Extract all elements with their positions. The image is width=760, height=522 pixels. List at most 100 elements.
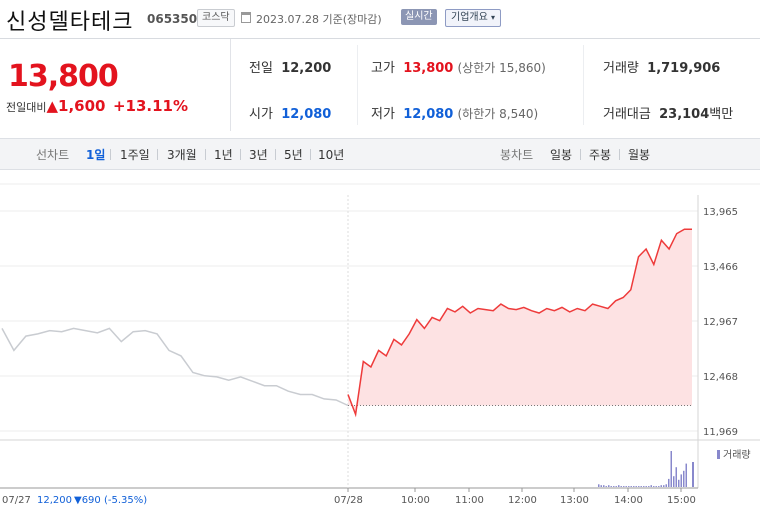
volume-bar — [670, 451, 672, 487]
high-price: 고가 13,800 (상한가 15,860) — [371, 57, 546, 76]
change-row: 전일대비▲1,600 +13.11% — [6, 97, 188, 115]
divider — [580, 149, 581, 160]
volume-bar — [633, 486, 635, 487]
volume-bar — [630, 486, 632, 487]
calendar-icon — [241, 12, 251, 23]
line-chart-label: 선차트 — [36, 148, 70, 162]
volume-bar — [640, 486, 642, 487]
candle-chart-label: 봉차트 — [500, 148, 534, 162]
tab-weekly[interactable]: 주봉 — [589, 148, 612, 162]
y-tick-label: 12,967 — [703, 317, 738, 328]
price-area — [348, 229, 692, 415]
open-label: 시가 — [249, 107, 273, 122]
prev-close-label: 전일 — [249, 61, 273, 76]
volume-bar — [673, 476, 675, 487]
volume-bar — [615, 486, 617, 487]
tab-1w[interactable]: 1주일 — [120, 148, 150, 162]
volume-label: 거래량 — [603, 61, 639, 76]
change-value: ▲1,600 — [46, 97, 106, 115]
volume-bar — [683, 470, 685, 487]
high-value: 13,800 — [403, 61, 454, 76]
date-label: 2023.07.28 기준(장마감) — [256, 13, 382, 26]
volume-bar — [643, 486, 645, 487]
volume-bar — [623, 486, 625, 487]
tab-1d[interactable]: 1일 — [86, 148, 106, 162]
x-tick-label: 12:00 — [508, 495, 537, 506]
tab-10y[interactable]: 10년 — [318, 148, 345, 162]
volume-bar — [628, 486, 630, 487]
open-price: 시가 12,080 — [249, 103, 331, 122]
previous-day-line — [1, 327, 349, 407]
volume-bar — [618, 485, 620, 487]
stock-name[interactable]: 신성델타테크 — [6, 10, 134, 35]
divider — [110, 149, 111, 160]
prev-day-close: 12,200 — [37, 495, 72, 506]
volume-bar — [692, 462, 694, 487]
tab-1y[interactable]: 1년 — [214, 148, 233, 162]
volume-bar — [635, 486, 637, 487]
volume-bar — [603, 485, 605, 487]
prev-day-change: ▼690 (-5.35%) — [74, 495, 147, 506]
volume-bar — [658, 486, 660, 487]
tab-monthly[interactable]: 월봉 — [628, 148, 651, 162]
price-panel: 13,800 전일대비▲1,600 +13.11% — [0, 39, 231, 131]
volume-bar — [678, 479, 680, 487]
divider — [275, 149, 276, 160]
low-price: 저가 12,080 (하한가 8,540) — [371, 103, 538, 122]
volume-bar — [653, 486, 655, 487]
chart-tabs: 선차트 1일 1주일 3개월 1년 3년 5년 10년 봉차트 일봉 주봉 월봉 — [0, 138, 760, 170]
x-tick-label: 10:00 — [401, 495, 430, 506]
x-tick-label: 07/28 — [334, 495, 363, 506]
divider — [310, 149, 311, 160]
x-tick-label: 14:00 — [614, 495, 643, 506]
chevron-down-icon: ▾ — [491, 13, 496, 22]
change-percent: +13.11% — [112, 97, 189, 115]
lower-limit: (하한가 8,540) — [457, 107, 539, 121]
volume-bar — [685, 463, 687, 487]
open-value: 12,080 — [281, 107, 332, 122]
volume-bar — [675, 467, 677, 487]
tab-3y[interactable]: 3년 — [249, 148, 268, 162]
volume-bar — [660, 485, 662, 487]
live-button[interactable]: 실시간 — [401, 9, 437, 25]
low-label: 저가 — [371, 107, 395, 122]
volume-bar — [648, 486, 650, 487]
upper-limit: (상한가 15,860) — [457, 61, 546, 75]
y-tick-label: 13,466 — [703, 262, 738, 273]
prev-close: 전일 12,200 — [249, 57, 331, 76]
volume-bar — [665, 484, 667, 487]
volume-bar — [613, 486, 615, 487]
divider — [583, 45, 584, 125]
amount-unit: 백만 — [709, 107, 734, 122]
y-tick-label: 12,468 — [703, 372, 738, 383]
stats-panel: 전일 12,200 시가 12,080 고가 13,800 (상한가 15,86… — [231, 39, 760, 131]
current-price: 13,800 — [8, 59, 119, 94]
low-value: 12,080 — [403, 107, 454, 122]
change-label: 전일대비 — [6, 101, 47, 114]
company-overview-button[interactable]: 기업개요 ▾ — [445, 9, 502, 27]
tab-5y[interactable]: 5년 — [284, 148, 303, 162]
volume-bar — [650, 485, 652, 487]
volume-bar — [645, 486, 647, 487]
amount-value: 23,104 — [659, 107, 710, 122]
stock-header: 신성델타테크 065350 코스닥 2023.07.28 기준(장마감) 실시간… — [0, 0, 760, 39]
volume-value: 1,719,906 — [647, 61, 721, 76]
volume-bar — [620, 486, 622, 487]
volume-bar — [610, 486, 612, 487]
prev-day-label: 07/27 — [2, 495, 31, 506]
price-line — [347, 228, 692, 418]
tab-daily[interactable]: 일봉 — [550, 148, 573, 162]
prev-close-value: 12,200 — [281, 61, 332, 76]
volume-bar — [625, 486, 627, 487]
volume-bar — [605, 486, 607, 487]
volume-bar — [598, 484, 600, 487]
volume-bar — [638, 486, 640, 487]
tab-3m[interactable]: 3개월 — [167, 148, 197, 162]
volume-bar — [663, 485, 665, 487]
trade-amount: 거래대금 23,104백만 — [603, 103, 733, 122]
volume-bar — [680, 474, 682, 487]
y-tick-label: 11,969 — [703, 427, 738, 438]
x-tick-label: 13:00 — [560, 495, 589, 506]
company-overview-label: 기업개요 — [451, 12, 488, 23]
